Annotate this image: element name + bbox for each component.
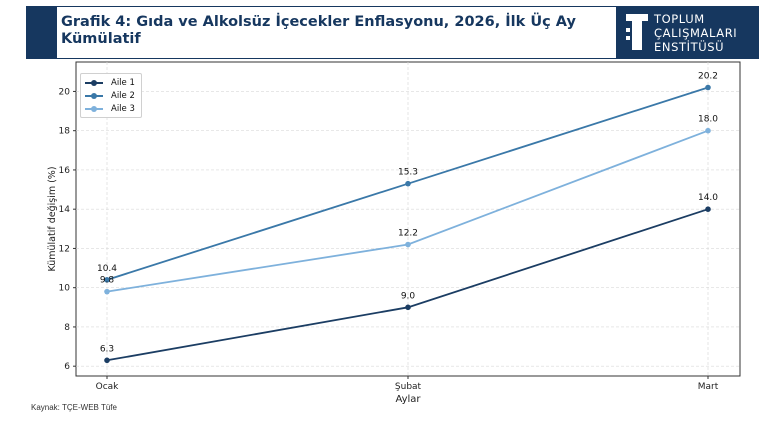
y-tick-label: 10 xyxy=(59,284,71,294)
data-point-aile-2 xyxy=(104,277,110,283)
data-point-aile-3 xyxy=(405,241,411,248)
chart-header: Grafik 4: Gıda ve Alkolsüz İçecekler Enf… xyxy=(26,6,759,59)
y-tick-label: 16 xyxy=(59,166,71,176)
legend-swatch-aile-1 xyxy=(85,80,103,86)
data-label-aile-1: 14.0 xyxy=(698,193,718,203)
legend-swatch-aile-2 xyxy=(85,93,103,99)
y-tick-label: 8 xyxy=(64,323,70,333)
data-point-aile-2 xyxy=(705,84,711,91)
y-tick-label: 14 xyxy=(59,205,71,215)
source-note: Kaynak: TÇE-WEB Tüfe xyxy=(31,403,117,412)
x-tick-label: Şubat xyxy=(395,382,422,392)
y-axis-label: Kümülatif değişim (%) xyxy=(47,166,58,271)
data-label-aile-1: 9.0 xyxy=(401,291,416,301)
x-tick-label: Mart xyxy=(698,382,719,392)
legend-item-aile-2: Aile 2 xyxy=(85,90,135,102)
chart-title: Grafik 4: Gıda ve Alkolsüz İçecekler Enf… xyxy=(61,14,576,47)
x-axis-label: Aylar xyxy=(395,394,421,405)
legend-label-aile-3: Aile 3 xyxy=(111,104,135,114)
y-tick-label: 6 xyxy=(64,362,70,372)
x-tick-label: Ocak xyxy=(96,382,120,392)
logo-mark-icon xyxy=(626,14,648,50)
data-point-aile-1 xyxy=(104,357,110,364)
y-tick-label: 12 xyxy=(59,244,70,254)
data-label-aile-3: 12.2 xyxy=(398,229,418,239)
logo-line-3: ENSTİTÜSÜ xyxy=(654,40,725,54)
data-point-aile-3 xyxy=(104,288,110,295)
data-label-aile-3: 18.0 xyxy=(698,115,718,125)
legend-item-aile-1: Aile 1 xyxy=(85,77,135,89)
logo-line-2: ÇALIŞMALARI xyxy=(654,26,738,40)
legend-label-aile-1: Aile 1 xyxy=(111,78,135,88)
legend-label-aile-2: Aile 2 xyxy=(111,91,135,101)
data-point-aile-2 xyxy=(405,180,411,187)
data-point-aile-1 xyxy=(705,206,711,212)
legend-item-aile-3: Aile 3 xyxy=(85,103,135,115)
logo-text: TOPLUM ÇALIŞMALARI ENSTİTÜSÜ xyxy=(654,12,737,54)
data-label-aile-2: 15.3 xyxy=(398,168,418,178)
data-point-aile-3 xyxy=(705,127,711,134)
data-label-aile-3: 9.8 xyxy=(100,276,115,286)
legend-swatch-aile-3 xyxy=(85,106,103,112)
chart-legend: Aile 1 Aile 2 Aile 3 xyxy=(80,73,142,118)
institute-logo: TOPLUM ÇALIŞMALARI ENSTİTÜSÜ xyxy=(616,7,758,58)
data-label-aile-2: 10.4 xyxy=(97,264,117,274)
data-label-aile-1: 6.3 xyxy=(100,344,114,354)
data-point-aile-1 xyxy=(405,304,411,311)
header-accent-bar xyxy=(27,7,57,58)
data-label-aile-2: 20.2 xyxy=(698,72,718,82)
y-tick-label: 20 xyxy=(59,87,71,97)
logo-line-1: TOPLUM xyxy=(654,12,705,26)
y-tick-label: 18 xyxy=(59,127,71,137)
